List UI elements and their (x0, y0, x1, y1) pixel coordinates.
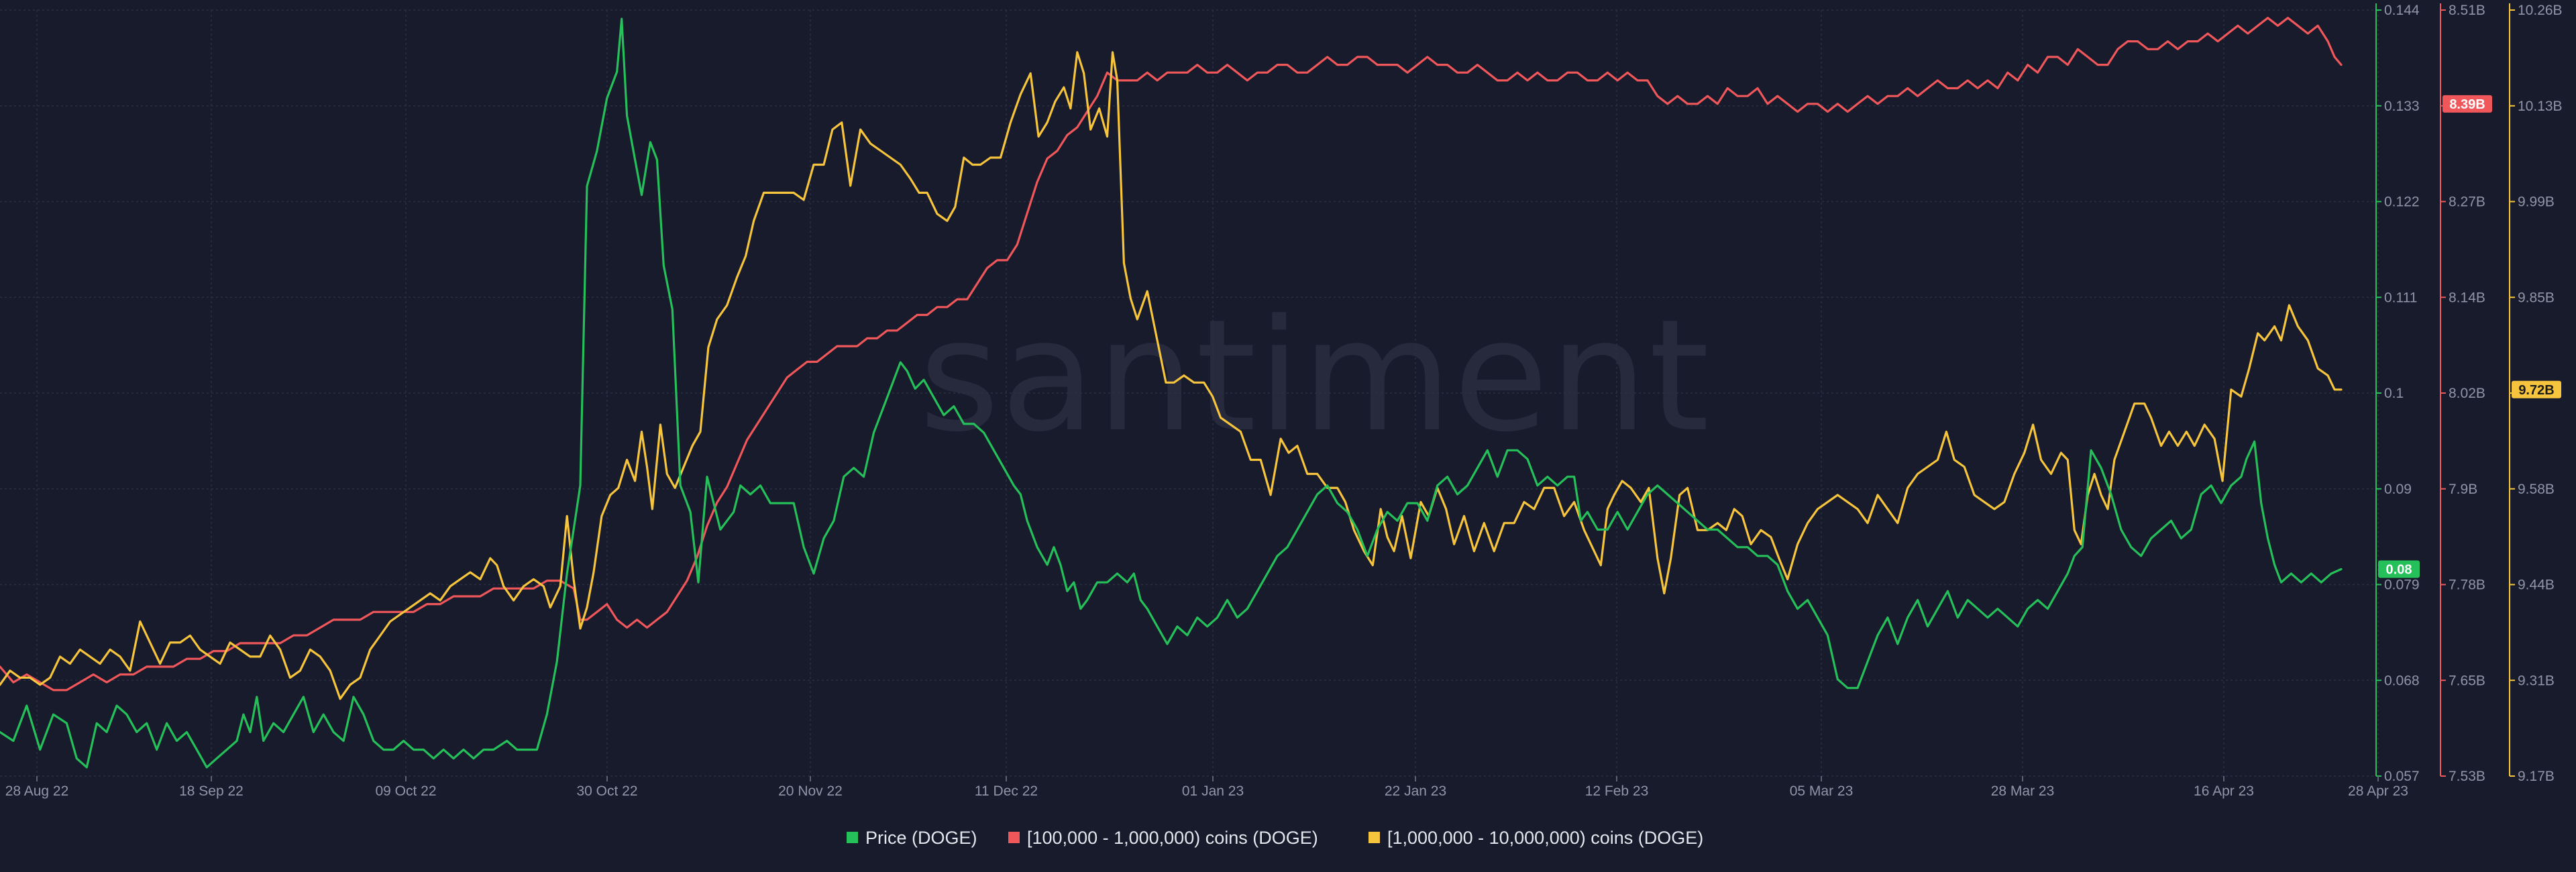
legend-label: [100,000 - 1,000,000) coins (DOGE) (1027, 828, 1318, 848)
y-tick-label-red: 7.65B (2449, 673, 2485, 688)
x-tick-label: 01 Jan 23 (1182, 783, 1244, 799)
y-tick-label-yellow: 9.99B (2518, 195, 2555, 210)
legend-item-price[interactable]: Price (DOGE) (847, 828, 977, 848)
y-tick-label-price: 0.122 (2384, 195, 2420, 210)
series-line-price (0, 17, 2343, 769)
legend-label: Price (DOGE) (865, 828, 977, 848)
series-lines (0, 17, 2343, 769)
legend-swatch (1368, 832, 1380, 843)
x-tick-label: 05 Mar 23 (1790, 783, 1854, 799)
y-tick-label-yellow: 9.58B (2518, 482, 2555, 497)
series-line-red (0, 17, 2343, 692)
y-tick-label-price: 0.079 (2384, 578, 2420, 593)
x-tick-label: 09 Oct 22 (375, 783, 436, 799)
watermark: santiment (919, 287, 1711, 466)
y-tick-label-red: 7.78B (2449, 578, 2485, 593)
value-badge-label: 0.08 (2386, 563, 2412, 578)
legend-item-red[interactable]: [100,000 - 1,000,000) coins (DOGE) (1008, 828, 1318, 848)
value-badge-price (2378, 560, 2420, 578)
legend-label: [1,000,000 - 10,000,000) coins (DOGE) (1387, 828, 1703, 848)
y-tick-label-yellow: 9.31B (2518, 673, 2555, 688)
value-badge-red (2443, 95, 2492, 113)
series-line-yellow (0, 51, 2343, 700)
legend[interactable]: Price (DOGE) [100,000 - 1,000,000) coins … (847, 828, 1703, 848)
y-tick-label-price: 0.133 (2384, 99, 2420, 114)
y-tick-label-price: 0.09 (2384, 482, 2412, 497)
grid-lines (0, 9, 2379, 777)
y-tick-label-price: 0.144 (2384, 3, 2420, 18)
value-badge-yellow (2512, 380, 2561, 398)
x-tick-label: 28 Apr 23 (2348, 783, 2408, 799)
x-tick-label: 16 Apr 23 (2194, 783, 2254, 799)
y-tick-label-yellow: 9.17B (2518, 769, 2555, 784)
value-badges: 0.08 8.39B 9.72B (2378, 95, 2561, 578)
y-tick-label-price: 0.1 (2384, 386, 2404, 401)
x-tick-label: 20 Nov 22 (778, 783, 843, 799)
x-axis: 28 Aug 22 18 Sep 22 09 Oct 22 30 Oct 22 20 N… (5, 776, 2408, 799)
y-tick-label-red: 8.14B (2449, 290, 2485, 305)
y-tick-label-yellow: 9.44B (2518, 578, 2555, 593)
legend-item-yellow[interactable]: [1,000,000 - 10,000,000) coins (DOGE) (1368, 828, 1703, 848)
x-tick-label: 30 Oct 22 (576, 783, 637, 799)
y-tick-label-red: 7.53B (2449, 769, 2485, 784)
legend-swatch (847, 832, 858, 843)
y-tick-label-price: 0.068 (2384, 673, 2420, 688)
x-tick-label: 11 Dec 22 (975, 783, 1038, 799)
y-tick-label-red: 7.9B (2449, 482, 2477, 497)
y-tick-label-yellow: 10.26B (2518, 3, 2563, 18)
value-badge-label: 8.39B (2449, 97, 2485, 112)
x-tick-label: 28 Aug 22 (5, 783, 69, 799)
y-tick-label-red: 8.27B (2449, 195, 2485, 210)
x-tick-label: 28 Mar 23 (1991, 783, 2055, 799)
value-badge-label: 9.72B (2518, 383, 2554, 398)
y-tick-label-price: 0.111 (2384, 290, 2417, 305)
x-tick-label: 18 Sep 22 (179, 783, 244, 799)
y-tick-label-yellow: 10.13B (2518, 99, 2563, 114)
y-tick-label-yellow: 9.85B (2518, 290, 2555, 305)
x-tick-label: 22 Jan 23 (1385, 783, 1446, 799)
y-tick-label-red: 8.51B (2449, 3, 2485, 18)
y-tick-label-price: 0.057 (2384, 769, 2420, 784)
legend-swatch (1008, 832, 1020, 843)
x-tick-label: 12 Feb 23 (1585, 783, 1649, 799)
y-tick-label-red: 8.02B (2449, 386, 2485, 401)
